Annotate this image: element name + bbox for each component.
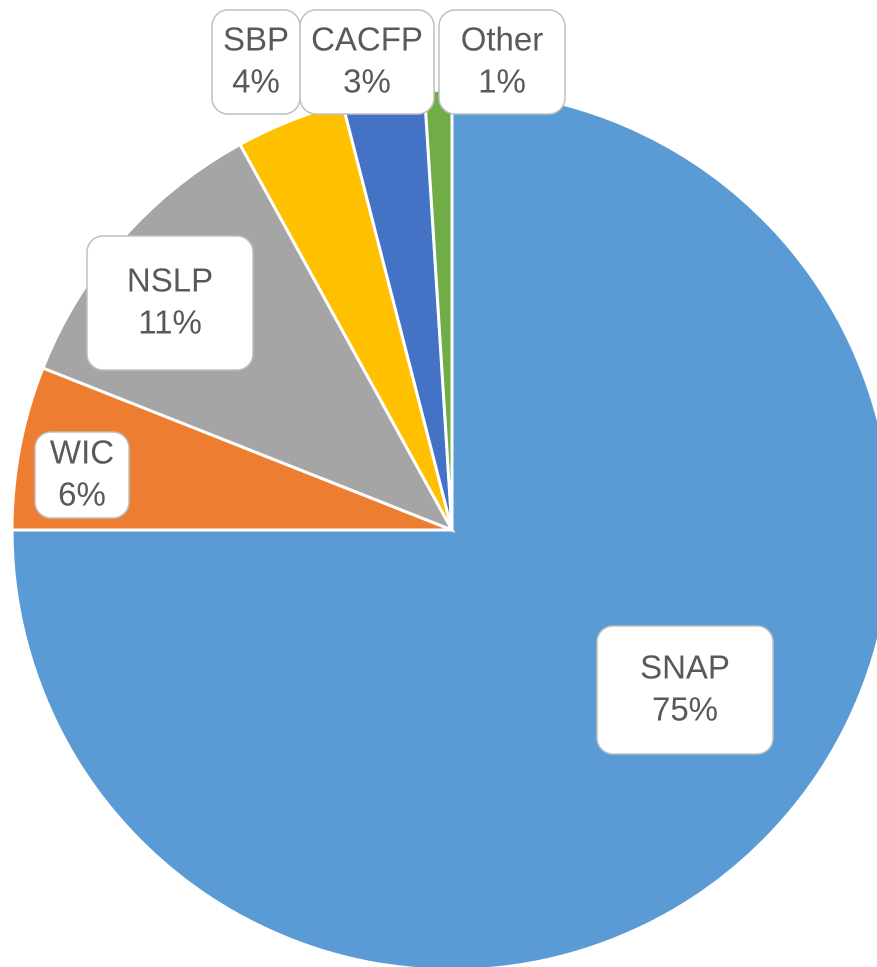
data-label: SNAP 75% bbox=[596, 625, 774, 755]
label-value: 11% bbox=[138, 304, 202, 341]
label-box bbox=[438, 9, 566, 115]
data-label: Other 1% bbox=[438, 9, 566, 115]
label-category: WIC bbox=[50, 434, 114, 471]
label-category: NSLP bbox=[127, 262, 213, 299]
label-box bbox=[34, 431, 130, 519]
data-label: WIC 6% bbox=[34, 431, 130, 519]
label-box bbox=[86, 235, 254, 371]
label-value: 1% bbox=[478, 63, 526, 100]
label-category: SNAP bbox=[640, 649, 730, 686]
label-value: 75% bbox=[652, 691, 718, 728]
label-value: 6% bbox=[58, 476, 106, 513]
label-category: Other bbox=[461, 21, 544, 58]
label-value: 3% bbox=[343, 63, 391, 100]
label-category: CACFP bbox=[311, 21, 423, 58]
data-label: CACFP 3% bbox=[299, 9, 435, 115]
label-value: 4% bbox=[232, 63, 280, 100]
data-label: NSLP 11% bbox=[86, 235, 254, 371]
label-category: SBP bbox=[223, 21, 289, 58]
label-box bbox=[596, 625, 774, 755]
data-label: SBP 4% bbox=[211, 9, 301, 115]
label-box bbox=[299, 9, 435, 115]
